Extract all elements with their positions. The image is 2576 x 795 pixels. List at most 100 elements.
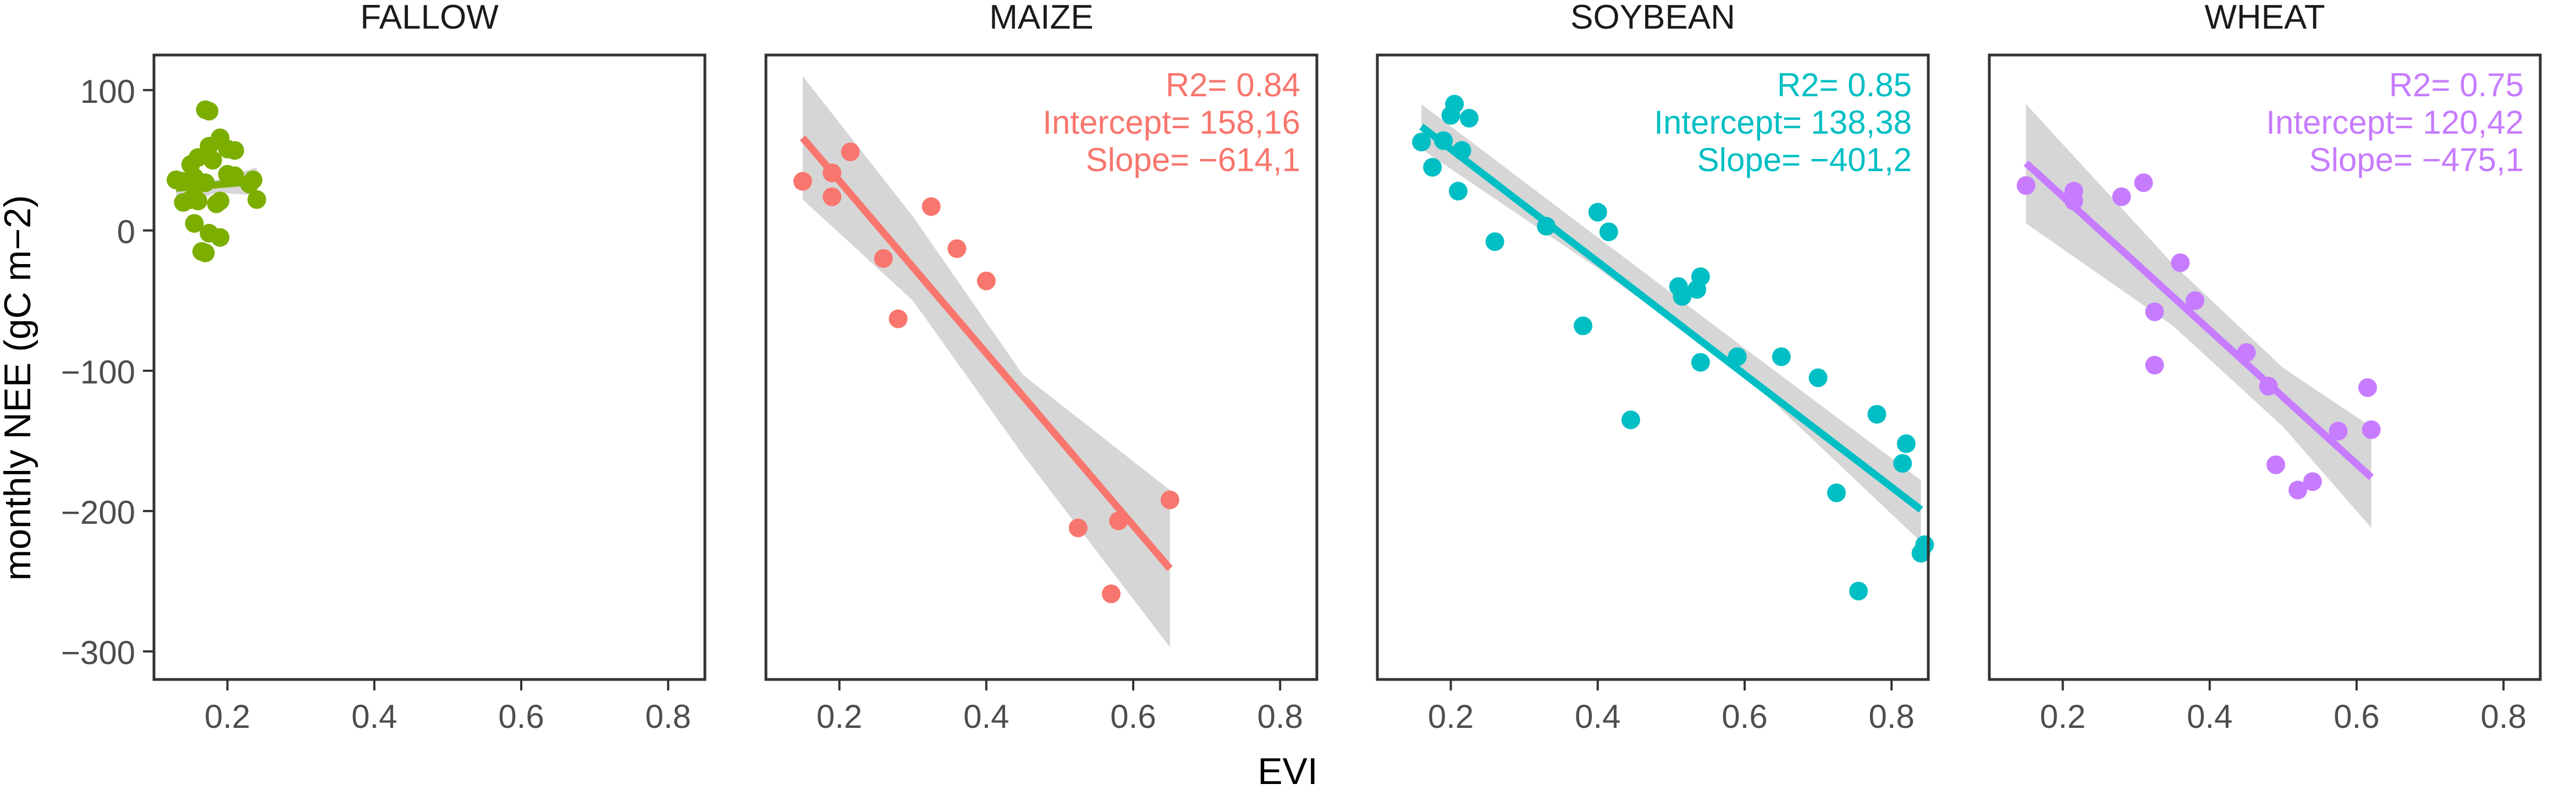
stats-annotation: Slope= −614,1	[1086, 141, 1300, 178]
x-tick-label: 0.8	[1257, 698, 1303, 735]
data-point	[2145, 355, 2164, 375]
data-point	[200, 102, 219, 121]
x-tick-label: 0.2	[2040, 698, 2086, 735]
data-point	[1445, 95, 1464, 114]
data-point	[1896, 434, 1916, 453]
x-tick-label: 0.6	[498, 698, 544, 735]
data-point	[2266, 455, 2286, 474]
data-point	[1915, 535, 1934, 555]
x-axis-label: EVI	[1257, 750, 1318, 792]
data-point	[247, 190, 267, 209]
data-point	[889, 309, 908, 328]
data-point	[185, 214, 204, 233]
data-point	[174, 193, 193, 212]
data-point	[2362, 420, 2381, 439]
data-point	[211, 191, 230, 211]
data-point	[1574, 316, 1593, 336]
x-tick-label: 0.8	[2480, 698, 2526, 735]
data-point	[225, 141, 244, 160]
data-point	[200, 136, 219, 156]
panel-title-maize: MAIZE	[989, 0, 1093, 36]
panel-title-soybean: SOYBEAN	[1570, 0, 1735, 36]
panel-title-wheat: WHEAT	[2204, 0, 2325, 36]
data-point	[2016, 176, 2036, 195]
stats-annotation: R2= 0.75	[2389, 67, 2524, 103]
data-point	[1448, 182, 1468, 201]
data-point	[1621, 410, 1640, 430]
stats-annotation: Intercept= 138,38	[1654, 104, 1912, 141]
stats-annotation: Intercept= 120,42	[2266, 104, 2524, 141]
confidence-band	[1421, 104, 1921, 542]
x-tick-label: 0.6	[1722, 698, 1767, 735]
data-point	[2186, 291, 2205, 310]
data-point	[203, 151, 222, 170]
data-point	[2358, 378, 2378, 397]
data-point	[874, 249, 893, 268]
stats-annotation: R2= 0.84	[1166, 67, 1300, 103]
data-point	[823, 187, 842, 206]
regression-line	[2023, 160, 2374, 480]
x-tick-label: 0.8	[645, 698, 691, 735]
data-point	[1423, 158, 1442, 177]
data-point	[211, 228, 230, 247]
data-point	[1412, 133, 1431, 152]
regression-line	[799, 135, 1173, 571]
regression-line	[1419, 123, 1923, 513]
stats-annotation: Intercept= 158,16	[1042, 104, 1300, 141]
data-point	[922, 197, 941, 216]
data-point	[1849, 582, 1868, 601]
x-tick-label: 0.2	[817, 698, 862, 735]
data-point	[192, 242, 211, 261]
y-tick-label: −100	[61, 354, 135, 391]
y-tick-label: 100	[80, 73, 135, 110]
data-point	[1160, 490, 1179, 509]
x-tick-label: 0.4	[351, 698, 397, 735]
stats-annotation: Slope= −401,2	[1697, 141, 1912, 178]
stats-annotation: Slope= −475,1	[2309, 141, 2524, 178]
regression-line	[175, 178, 257, 192]
y-axis-label: monthly NEE (gC m−2)	[0, 195, 38, 581]
panel-frame	[1988, 53, 2542, 681]
data-point	[1599, 222, 1618, 242]
data-point	[1485, 232, 1504, 251]
x-tick-label: 0.4	[2187, 698, 2232, 735]
data-point	[1588, 202, 1607, 222]
data-point	[2329, 421, 2348, 441]
data-point	[2145, 302, 2164, 321]
x-tick-label: 0.2	[205, 698, 250, 735]
data-point	[1691, 353, 1710, 372]
data-point	[793, 172, 812, 191]
y-tick-label: 0	[117, 213, 135, 250]
data-point	[947, 239, 967, 258]
panel-frame	[1376, 53, 1930, 681]
data-point	[2134, 173, 2153, 193]
data-point	[2171, 253, 2190, 272]
confidence-band	[802, 76, 1170, 648]
data-point	[189, 191, 208, 211]
stats-annotation: R2= 0.85	[1777, 67, 1912, 103]
x-tick-label: 0.4	[963, 698, 1009, 735]
data-point	[1827, 483, 1846, 502]
data-point	[1867, 404, 1887, 424]
data-point	[977, 271, 996, 290]
x-tick-label: 0.2	[1428, 698, 1474, 735]
data-point	[2303, 472, 2322, 491]
panel-title-fallow: FALLOW	[360, 0, 499, 36]
y-tick-label: −200	[61, 494, 135, 531]
data-point	[1808, 368, 1828, 387]
data-point	[1101, 584, 1121, 604]
x-tick-label: 0.6	[1110, 698, 1156, 735]
data-point	[1772, 347, 1791, 366]
data-point	[1673, 287, 1692, 306]
panel-frame	[152, 53, 707, 681]
data-point	[1893, 454, 1912, 473]
data-point	[1691, 267, 1710, 286]
x-tick-label: 0.4	[1575, 698, 1620, 735]
y-tick-label: −300	[61, 634, 135, 671]
panel-frame	[764, 53, 1319, 681]
data-point	[1068, 518, 1088, 538]
data-point	[841, 142, 860, 161]
data-point	[1460, 108, 1479, 128]
